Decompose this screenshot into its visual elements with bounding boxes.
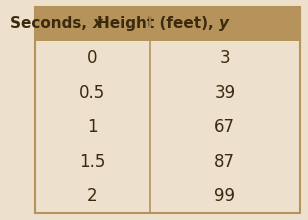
Text: 87: 87 [214, 153, 235, 170]
Text: 67: 67 [214, 118, 235, 136]
Text: 3: 3 [220, 49, 230, 67]
Bar [34, 7, 300, 41]
Text: Seconds,: Seconds, [10, 16, 92, 31]
Text: Height (feet),: Height (feet), [97, 16, 219, 31]
Text: 1.5: 1.5 [79, 153, 106, 170]
Text: 2: 2 [87, 187, 98, 205]
Text: 0.5: 0.5 [79, 84, 106, 101]
Text: y: y [219, 16, 229, 31]
Text: 0: 0 [87, 49, 98, 67]
Text: 99: 99 [214, 187, 235, 205]
Text: x: x [92, 16, 102, 31]
Text: 1: 1 [87, 118, 98, 136]
Text: 39: 39 [214, 84, 235, 101]
